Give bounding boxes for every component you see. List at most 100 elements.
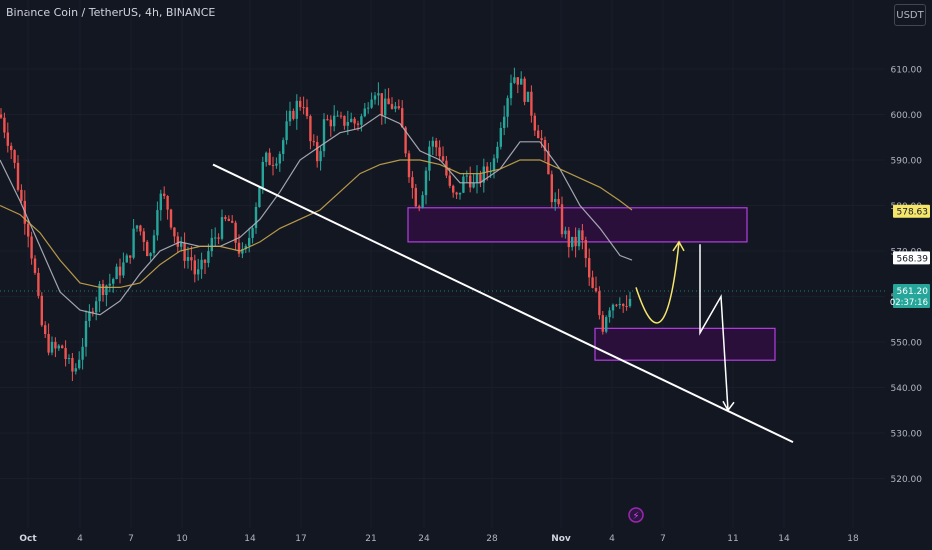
candle-body <box>363 108 366 117</box>
candle-body <box>499 128 502 147</box>
moving-average-line <box>0 113 633 316</box>
candle-body <box>118 266 122 276</box>
candle-body <box>176 236 179 247</box>
time-tick-label: 17 <box>295 534 306 544</box>
candle-body <box>3 117 6 133</box>
candle-body <box>350 118 353 122</box>
candle-body <box>27 223 30 237</box>
candle-body <box>71 357 74 372</box>
time-tick-label: 18 <box>847 534 859 544</box>
time-tick-label: 24 <box>418 534 430 544</box>
candle-body <box>30 236 33 259</box>
candle-body <box>526 91 530 102</box>
candle-body <box>248 237 251 246</box>
price-label-box <box>893 284 930 309</box>
candle-body <box>74 368 77 372</box>
candle-body <box>557 198 560 205</box>
candle-body <box>37 272 40 296</box>
candle-body <box>288 110 292 122</box>
candle-body <box>156 210 159 236</box>
candle-body <box>384 98 387 116</box>
moving-average-line <box>0 159 633 288</box>
price-tick-label: 610.00 <box>891 66 923 76</box>
candle-body <box>547 151 550 175</box>
candle-body <box>397 106 400 109</box>
candle-body <box>560 204 564 235</box>
candle-body <box>414 187 417 207</box>
time-tick-label: 14 <box>778 534 790 544</box>
candle-body <box>469 175 472 188</box>
candle-body <box>152 235 156 254</box>
candle-body <box>183 242 186 261</box>
candle-body <box>339 115 343 117</box>
candle-body <box>112 279 115 284</box>
candle-body <box>496 146 499 159</box>
candle-body <box>458 192 462 195</box>
candle-body <box>33 258 37 273</box>
bearish-arrowhead <box>722 400 735 412</box>
candle-body <box>244 245 247 250</box>
candle-body <box>210 237 213 252</box>
candle-body <box>540 138 543 141</box>
bearish-projection-arrow <box>699 244 729 411</box>
candle-body <box>139 225 142 232</box>
descending-trendline <box>212 163 794 444</box>
candle-body <box>431 140 434 147</box>
candle-body <box>258 187 261 208</box>
candle-body <box>64 348 67 360</box>
candle-body <box>588 258 591 278</box>
candle-body <box>180 242 183 247</box>
candle-body <box>367 107 370 109</box>
time-tick-label: 4 <box>609 534 615 544</box>
time-tick-label: 14 <box>244 534 256 544</box>
candle-body <box>322 119 326 152</box>
candle-body <box>622 304 625 307</box>
candle-body <box>220 217 224 239</box>
candle-body <box>407 153 411 178</box>
candle-body <box>448 175 451 186</box>
candle-body <box>404 127 407 154</box>
time-tick-label: 28 <box>486 534 498 544</box>
candle-body <box>224 217 227 219</box>
candle-body <box>285 121 288 141</box>
supply-demand-zone <box>407 207 748 243</box>
candle-body <box>312 141 315 143</box>
candle-body <box>115 266 118 280</box>
candle-body <box>492 158 496 172</box>
candle-body <box>628 298 632 307</box>
candle-body <box>452 185 455 193</box>
price-tick-label: 600.00 <box>891 111 923 121</box>
candle-body <box>40 295 43 326</box>
zones-layer <box>407 207 776 361</box>
candle-body <box>275 163 278 166</box>
candle-body <box>482 166 485 183</box>
candle-body <box>574 236 577 247</box>
currency-button[interactable]: USDT <box>894 4 926 26</box>
candle-body <box>601 315 604 332</box>
candle-body <box>516 77 519 85</box>
candle-body <box>129 255 132 258</box>
time-axis: Oct 4 7 10 14 17 21 24 28 Nov 4 7 11 14 18 <box>19 534 859 544</box>
candle-body <box>591 277 594 288</box>
candle-body <box>261 161 264 188</box>
price-axis: 610.00600.00590.00580.00570.00560.00550.… <box>891 66 923 486</box>
time-tick-label: 7 <box>660 534 666 544</box>
candle-body <box>543 140 547 152</box>
candle-body <box>251 228 254 238</box>
candle-body <box>356 123 360 125</box>
bullish-arrowhead <box>672 240 685 252</box>
candle-body <box>54 341 57 349</box>
candle-body <box>101 283 105 296</box>
event-marker-icon[interactable] <box>628 507 644 523</box>
price-label-box <box>893 204 930 218</box>
price-tick-label: 540.00 <box>891 384 923 394</box>
event-marker-glyph: ⚡ <box>632 511 639 522</box>
candle-body <box>333 115 336 127</box>
candle-body <box>231 220 234 223</box>
candle-body <box>394 106 397 109</box>
candle-body <box>550 174 553 203</box>
candle-body <box>237 242 241 254</box>
candle-body <box>227 218 230 221</box>
candle-body <box>554 198 557 203</box>
